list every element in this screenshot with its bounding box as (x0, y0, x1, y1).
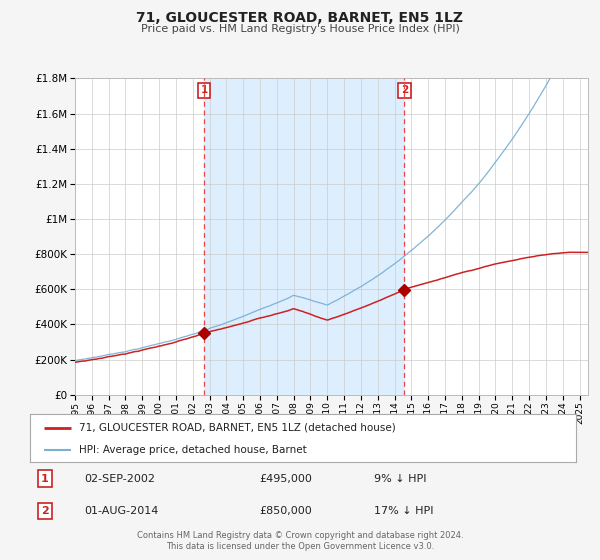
Text: £850,000: £850,000 (259, 506, 312, 516)
Text: 1: 1 (41, 474, 49, 484)
Text: HPI: Average price, detached house, Barnet: HPI: Average price, detached house, Barn… (79, 445, 307, 455)
Text: 71, GLOUCESTER ROAD, BARNET, EN5 1LZ (detached house): 71, GLOUCESTER ROAD, BARNET, EN5 1LZ (de… (79, 423, 396, 433)
Text: Price paid vs. HM Land Registry's House Price Index (HPI): Price paid vs. HM Land Registry's House … (140, 24, 460, 34)
Text: 1: 1 (200, 86, 208, 95)
Text: 01-AUG-2014: 01-AUG-2014 (85, 506, 159, 516)
Bar (204, 78, 404, 395)
Text: 02-SEP-2002: 02-SEP-2002 (85, 474, 155, 484)
Text: 71, GLOUCESTER ROAD, BARNET, EN5 1LZ: 71, GLOUCESTER ROAD, BARNET, EN5 1LZ (137, 11, 464, 25)
Text: 2: 2 (41, 506, 49, 516)
Text: Contains HM Land Registry data © Crown copyright and database right 2024.: Contains HM Land Registry data © Crown c… (137, 531, 463, 540)
Text: 17% ↓ HPI: 17% ↓ HPI (374, 506, 433, 516)
Text: 9% ↓ HPI: 9% ↓ HPI (374, 474, 427, 484)
Text: 2: 2 (401, 86, 408, 95)
Text: This data is licensed under the Open Government Licence v3.0.: This data is licensed under the Open Gov… (166, 542, 434, 550)
Text: £495,000: £495,000 (259, 474, 312, 484)
